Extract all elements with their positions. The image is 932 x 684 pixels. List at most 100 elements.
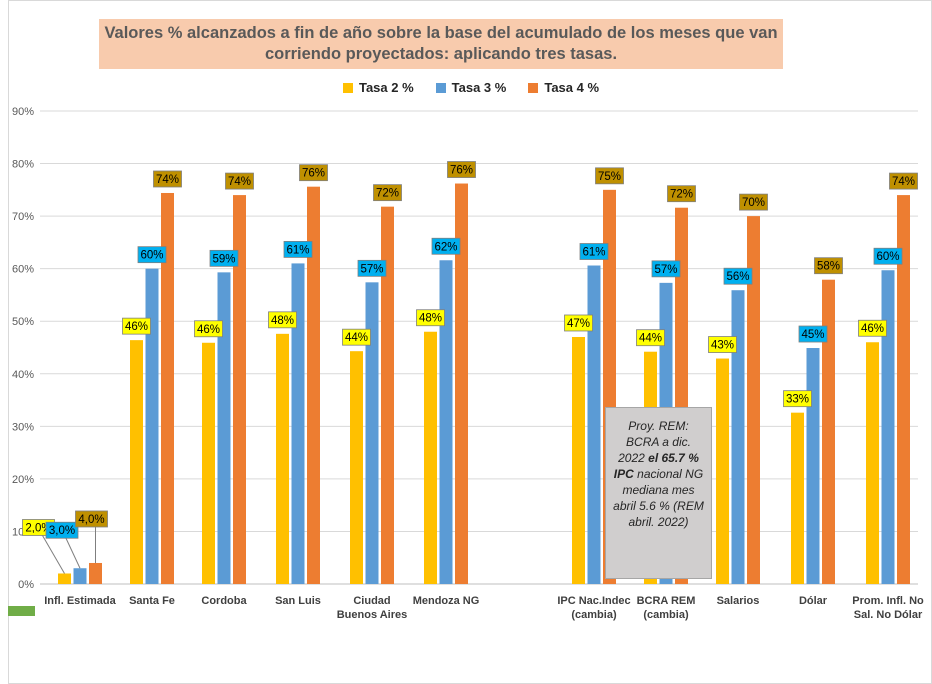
legend-item-tasa-3: Tasa 3 % xyxy=(435,80,506,95)
chart-legend: Tasa 2 % Tasa 3 % Tasa 4 % xyxy=(0,80,932,95)
bar xyxy=(731,290,745,584)
data-label: 3,0% xyxy=(49,525,75,537)
green-marker xyxy=(8,606,35,616)
data-label: 57% xyxy=(654,264,677,276)
note-text-before: Proy. REM: BCRA a dic. 2022 xyxy=(618,419,691,465)
legend-item-tasa-4: Tasa 4 % xyxy=(528,80,599,95)
data-label: 60% xyxy=(876,251,899,263)
data-label: 62% xyxy=(434,241,457,253)
data-label-box xyxy=(858,319,887,337)
bar xyxy=(202,342,215,584)
data-label-box xyxy=(708,336,737,353)
data-label-box xyxy=(595,167,624,185)
data-label-box xyxy=(373,184,402,202)
legend-swatch-tasa-2 xyxy=(342,82,353,93)
y-tick-label: 60% xyxy=(12,264,34,276)
bar xyxy=(806,348,820,584)
chart-title-line1: Valores % alcanzados a fin de año sobre … xyxy=(104,24,778,42)
x-tick-label: (cambia) xyxy=(643,609,689,621)
data-label-leader xyxy=(65,538,81,569)
data-label-box xyxy=(283,241,313,258)
legend-label-tasa-4: Tasa 4 % xyxy=(544,80,600,95)
data-label: 59% xyxy=(212,253,235,265)
bar xyxy=(897,195,910,585)
data-label: 48% xyxy=(271,315,294,327)
legend-swatch-tasa-4 xyxy=(528,82,539,93)
x-tick-label: (cambia) xyxy=(571,609,617,621)
data-label: 57% xyxy=(360,263,383,275)
x-tick-label: Prom. Infl. No xyxy=(852,595,924,607)
x-tick-label: Santa Fe xyxy=(129,595,175,607)
data-label: 56% xyxy=(726,271,749,283)
chart-title-line2: corriendo proyectados: aplicando tres ta… xyxy=(264,45,618,63)
data-label-box xyxy=(299,164,328,182)
data-label: 76% xyxy=(302,168,325,180)
projection-note: Proy. REM: BCRA a dic. 2022 el 65.7 % IP… xyxy=(605,407,712,579)
data-label: 48% xyxy=(419,313,442,325)
data-label: 43% xyxy=(711,340,734,352)
legend-label-tasa-2: Tasa 2 % xyxy=(358,80,414,95)
data-label: 58% xyxy=(817,261,840,273)
data-label: 46% xyxy=(125,321,148,333)
x-tick-label: Ciudad xyxy=(353,595,390,607)
y-tick-label: 40% xyxy=(12,369,34,381)
data-label: 46% xyxy=(861,323,884,335)
data-label-box xyxy=(798,325,828,343)
data-label-box xyxy=(75,510,108,528)
data-label-box xyxy=(579,243,609,260)
data-label: 74% xyxy=(892,176,915,188)
data-label-box xyxy=(783,390,812,408)
note-text-bold: el 65.7 % IPC xyxy=(613,451,699,481)
data-label-box xyxy=(636,329,665,347)
data-label: 76% xyxy=(450,165,473,177)
data-label: 61% xyxy=(582,247,605,259)
x-tick-label: Buenos Aires xyxy=(337,609,408,621)
data-label-box xyxy=(651,260,681,278)
y-tick-label: 80% xyxy=(12,159,34,171)
x-tick-label: Dólar xyxy=(799,595,828,607)
bar xyxy=(73,568,87,584)
legend-item-tasa-2: Tasa 2 % xyxy=(342,80,414,95)
data-label-box xyxy=(814,257,843,275)
bar xyxy=(439,260,453,584)
bar xyxy=(233,195,246,585)
data-label-box xyxy=(122,317,151,335)
data-label-box xyxy=(137,246,167,264)
bar xyxy=(424,331,437,584)
bar xyxy=(716,358,729,584)
data-label: 74% xyxy=(156,174,179,186)
data-label-box xyxy=(667,185,696,203)
bar xyxy=(881,270,895,584)
x-tick-label: BCRA REM xyxy=(637,595,696,607)
data-label-box xyxy=(739,193,768,211)
bar xyxy=(747,216,760,584)
bar xyxy=(161,192,174,584)
note-text-after: nacional NG mediana mes abril 5.6 % (REM… xyxy=(613,467,704,529)
x-tick-label: Mendoza NG xyxy=(413,595,480,607)
bar xyxy=(89,562,102,584)
bar xyxy=(455,183,468,584)
y-tick-label: 70% xyxy=(12,211,34,223)
bar xyxy=(291,263,305,584)
bar xyxy=(381,206,394,584)
data-label-leader xyxy=(42,535,65,574)
y-tick-label: 30% xyxy=(12,421,34,433)
data-label: 72% xyxy=(376,188,399,200)
bar xyxy=(307,186,320,584)
bar xyxy=(791,412,804,584)
data-label-box xyxy=(225,172,254,190)
data-label: 4,0% xyxy=(78,514,104,526)
data-label-box xyxy=(153,170,182,188)
data-label: 44% xyxy=(345,332,368,344)
bar xyxy=(58,573,71,584)
data-label: 74% xyxy=(228,176,251,188)
data-label-box xyxy=(564,314,593,332)
x-tick-label: Infl. Estimada xyxy=(44,595,116,607)
data-label: 72% xyxy=(670,189,693,201)
data-label-box xyxy=(209,249,239,267)
data-label: 47% xyxy=(567,318,590,330)
legend-swatch-tasa-3 xyxy=(435,82,446,93)
data-label-box xyxy=(45,521,79,539)
data-label: 44% xyxy=(639,333,662,345)
